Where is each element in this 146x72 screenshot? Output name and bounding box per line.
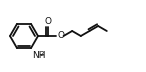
Text: O: O bbox=[45, 16, 52, 25]
Text: O: O bbox=[58, 32, 65, 40]
Text: NH: NH bbox=[32, 51, 46, 60]
Text: 2: 2 bbox=[39, 51, 44, 57]
